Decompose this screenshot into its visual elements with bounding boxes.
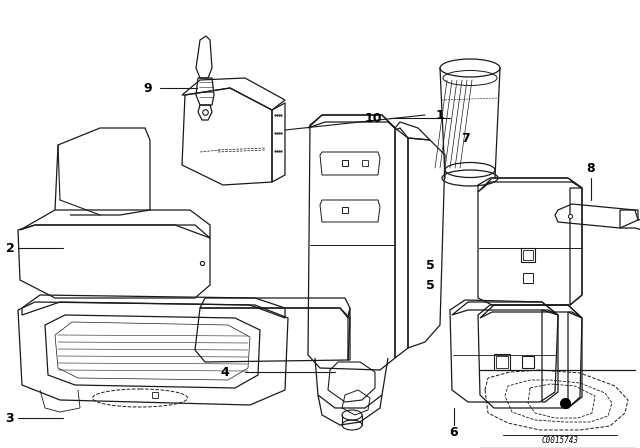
Text: 1: 1 bbox=[436, 108, 444, 121]
Text: 9: 9 bbox=[144, 82, 152, 95]
Text: 5: 5 bbox=[426, 258, 435, 271]
Text: 2: 2 bbox=[6, 241, 14, 254]
Text: 10: 10 bbox=[364, 112, 381, 125]
Text: 8: 8 bbox=[587, 161, 595, 175]
Text: 5: 5 bbox=[426, 279, 435, 292]
Text: 3: 3 bbox=[6, 412, 14, 425]
Text: C0015743: C0015743 bbox=[541, 435, 579, 444]
Text: 4: 4 bbox=[221, 366, 229, 379]
Text: 6: 6 bbox=[450, 426, 458, 439]
Text: 7: 7 bbox=[461, 132, 469, 145]
